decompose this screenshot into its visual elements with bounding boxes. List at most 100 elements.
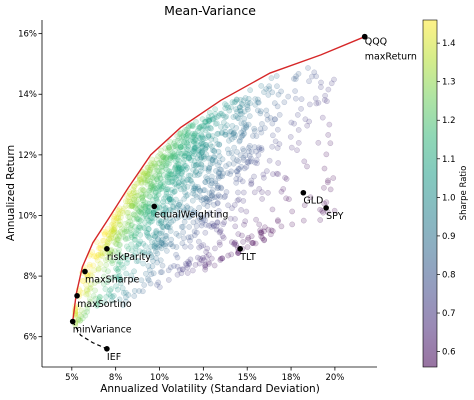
portfolio-dot [148,183,155,190]
portfolio-dot [245,159,252,166]
portfolio-dot [148,174,154,181]
portfolio-dot [212,111,219,117]
portfolio-dot [110,239,117,245]
portfolio-dot [133,230,139,236]
portfolio-dot [174,203,180,209]
portfolio-dot [181,184,188,191]
portfolio-dot [215,192,222,199]
portfolio-dot [225,252,232,259]
x-tick-label: 10% [150,373,169,383]
portfolio-dot [202,118,209,125]
portfolio-dot [185,147,192,154]
portfolio-dot [150,210,157,216]
portfolio-dot [269,206,276,213]
portfolio-dot [114,241,120,248]
portfolio-dot [151,160,157,166]
portfolio-dot [96,245,102,251]
portfolio-dot [119,230,126,237]
portfolio-dot [187,172,194,179]
portfolio-dot [137,238,144,245]
portfolio-dot [177,144,184,151]
portfolio-dot [148,271,155,278]
portfolio-dot [115,265,122,272]
portfolio-dot [199,116,206,122]
portfolio-dot [188,234,194,240]
portfolio-dot [240,97,247,104]
portfolio-dot [212,121,219,127]
portfolio-dot [90,292,97,299]
portfolio-dot [173,196,179,203]
portfolio-dot [234,168,241,175]
portfolio-dot [130,190,136,196]
portfolio-dot [114,236,121,243]
portfolio-dot [219,255,226,262]
portfolio-dot [187,237,193,244]
portfolio-dot [305,65,311,71]
portfolio-dot [122,235,129,241]
portfolio-dot [174,205,180,211]
portfolio-dot [144,178,151,184]
portfolio-dot [149,239,155,245]
portfolio-dot [255,99,261,106]
portfolio-dot [248,158,254,165]
portfolio-dot [148,188,155,195]
portfolio-dot [140,224,147,231]
portfolio-dot [123,270,130,277]
portfolio-dot [111,225,118,231]
portfolio-dot [146,187,152,194]
portfolio-dot [110,235,117,241]
portfolio-dot [147,162,154,168]
portfolio-dot [202,261,209,268]
portfolio-dot [199,144,206,150]
portfolio-dot [298,105,304,112]
portfolio-dot [270,228,276,234]
portfolio-dot [278,188,285,195]
portfolio-dot [160,183,167,190]
portfolio-dot [131,183,137,190]
portfolio-dot [165,193,172,200]
portfolio-dot [180,178,186,185]
portfolio-dot [154,244,160,251]
portfolio-dot [243,164,250,170]
y-tick-label: 14% [18,90,37,100]
portfolio-dot [127,198,134,205]
portfolio-dot [163,155,170,161]
portfolio-dot [137,204,143,211]
portfolio-dot [161,196,167,202]
portfolio-dot [312,95,319,102]
portfolio-dot [179,204,186,211]
portfolio-dot [201,153,207,159]
portfolio-dot [141,252,148,258]
portfolio-dot [233,96,240,103]
portfolio-dot [204,125,211,132]
y-tick-label: 6% [24,333,38,343]
portfolio-dot [139,186,146,192]
y-tick-label: 10% [18,211,37,221]
portfolio-dot [294,147,300,154]
portfolio-dot [117,259,123,265]
portfolio-dot [153,193,160,200]
portfolio-dot [214,141,221,147]
portfolio-dot [292,88,298,94]
portfolio-dot [180,132,186,139]
portfolio-dot [228,128,235,135]
portfolio-dot [159,223,165,230]
portfolio-dot [117,228,124,235]
portfolio-dot [145,167,152,173]
portfolio-dot [154,173,161,180]
portfolio-dot [187,177,194,184]
portfolio-dot [239,232,245,239]
portfolio-dot [124,260,130,266]
colorbar-title: Sharpe Ratio [459,166,469,221]
portfolio-dot [179,170,185,177]
portfolio-dot [185,234,192,241]
portfolio-dot [169,175,176,182]
portfolio-dot [155,279,162,286]
portfolio-dot [123,294,129,301]
portfolio-dot [125,222,131,228]
portfolio-dot [247,87,254,93]
portfolio-dot [268,75,275,82]
portfolio-dot [125,235,131,242]
portfolio-dot [159,236,166,243]
portfolio-dot [183,208,189,215]
